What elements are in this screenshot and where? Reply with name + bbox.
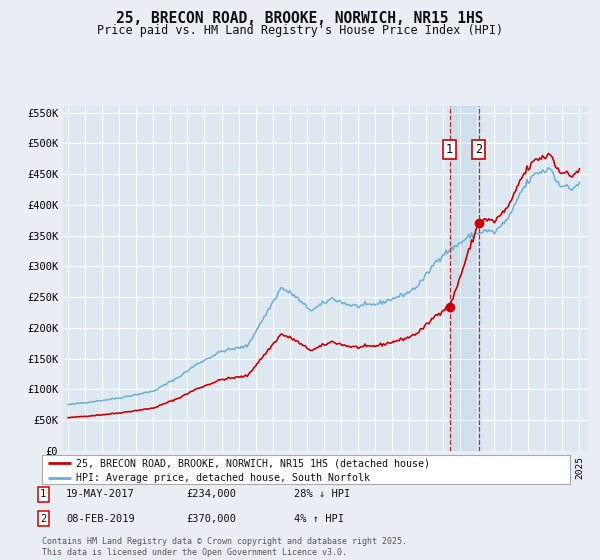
Text: 4% ↑ HPI: 4% ↑ HPI: [294, 514, 344, 524]
Text: £370,000: £370,000: [186, 514, 236, 524]
Text: 25, BRECON ROAD, BROOKE, NORWICH, NR15 1HS (detached house): 25, BRECON ROAD, BROOKE, NORWICH, NR15 1…: [76, 458, 430, 468]
Text: 08-FEB-2019: 08-FEB-2019: [66, 514, 135, 524]
Text: 28% ↓ HPI: 28% ↓ HPI: [294, 489, 350, 500]
Bar: [449, 106, 479, 451]
Text: Price paid vs. HM Land Registry's House Price Index (HPI): Price paid vs. HM Land Registry's House …: [97, 24, 503, 36]
Text: 1: 1: [446, 143, 453, 156]
Text: 1: 1: [40, 489, 46, 500]
Text: 2: 2: [40, 514, 46, 524]
Text: 2: 2: [475, 143, 482, 156]
Text: 19-MAY-2017: 19-MAY-2017: [66, 489, 135, 500]
Text: 25, BRECON ROAD, BROOKE, NORWICH, NR15 1HS: 25, BRECON ROAD, BROOKE, NORWICH, NR15 1…: [116, 11, 484, 26]
Text: Contains HM Land Registry data © Crown copyright and database right 2025.
This d: Contains HM Land Registry data © Crown c…: [42, 537, 407, 557]
Text: £234,000: £234,000: [186, 489, 236, 500]
Text: HPI: Average price, detached house, South Norfolk: HPI: Average price, detached house, Sout…: [76, 473, 370, 483]
